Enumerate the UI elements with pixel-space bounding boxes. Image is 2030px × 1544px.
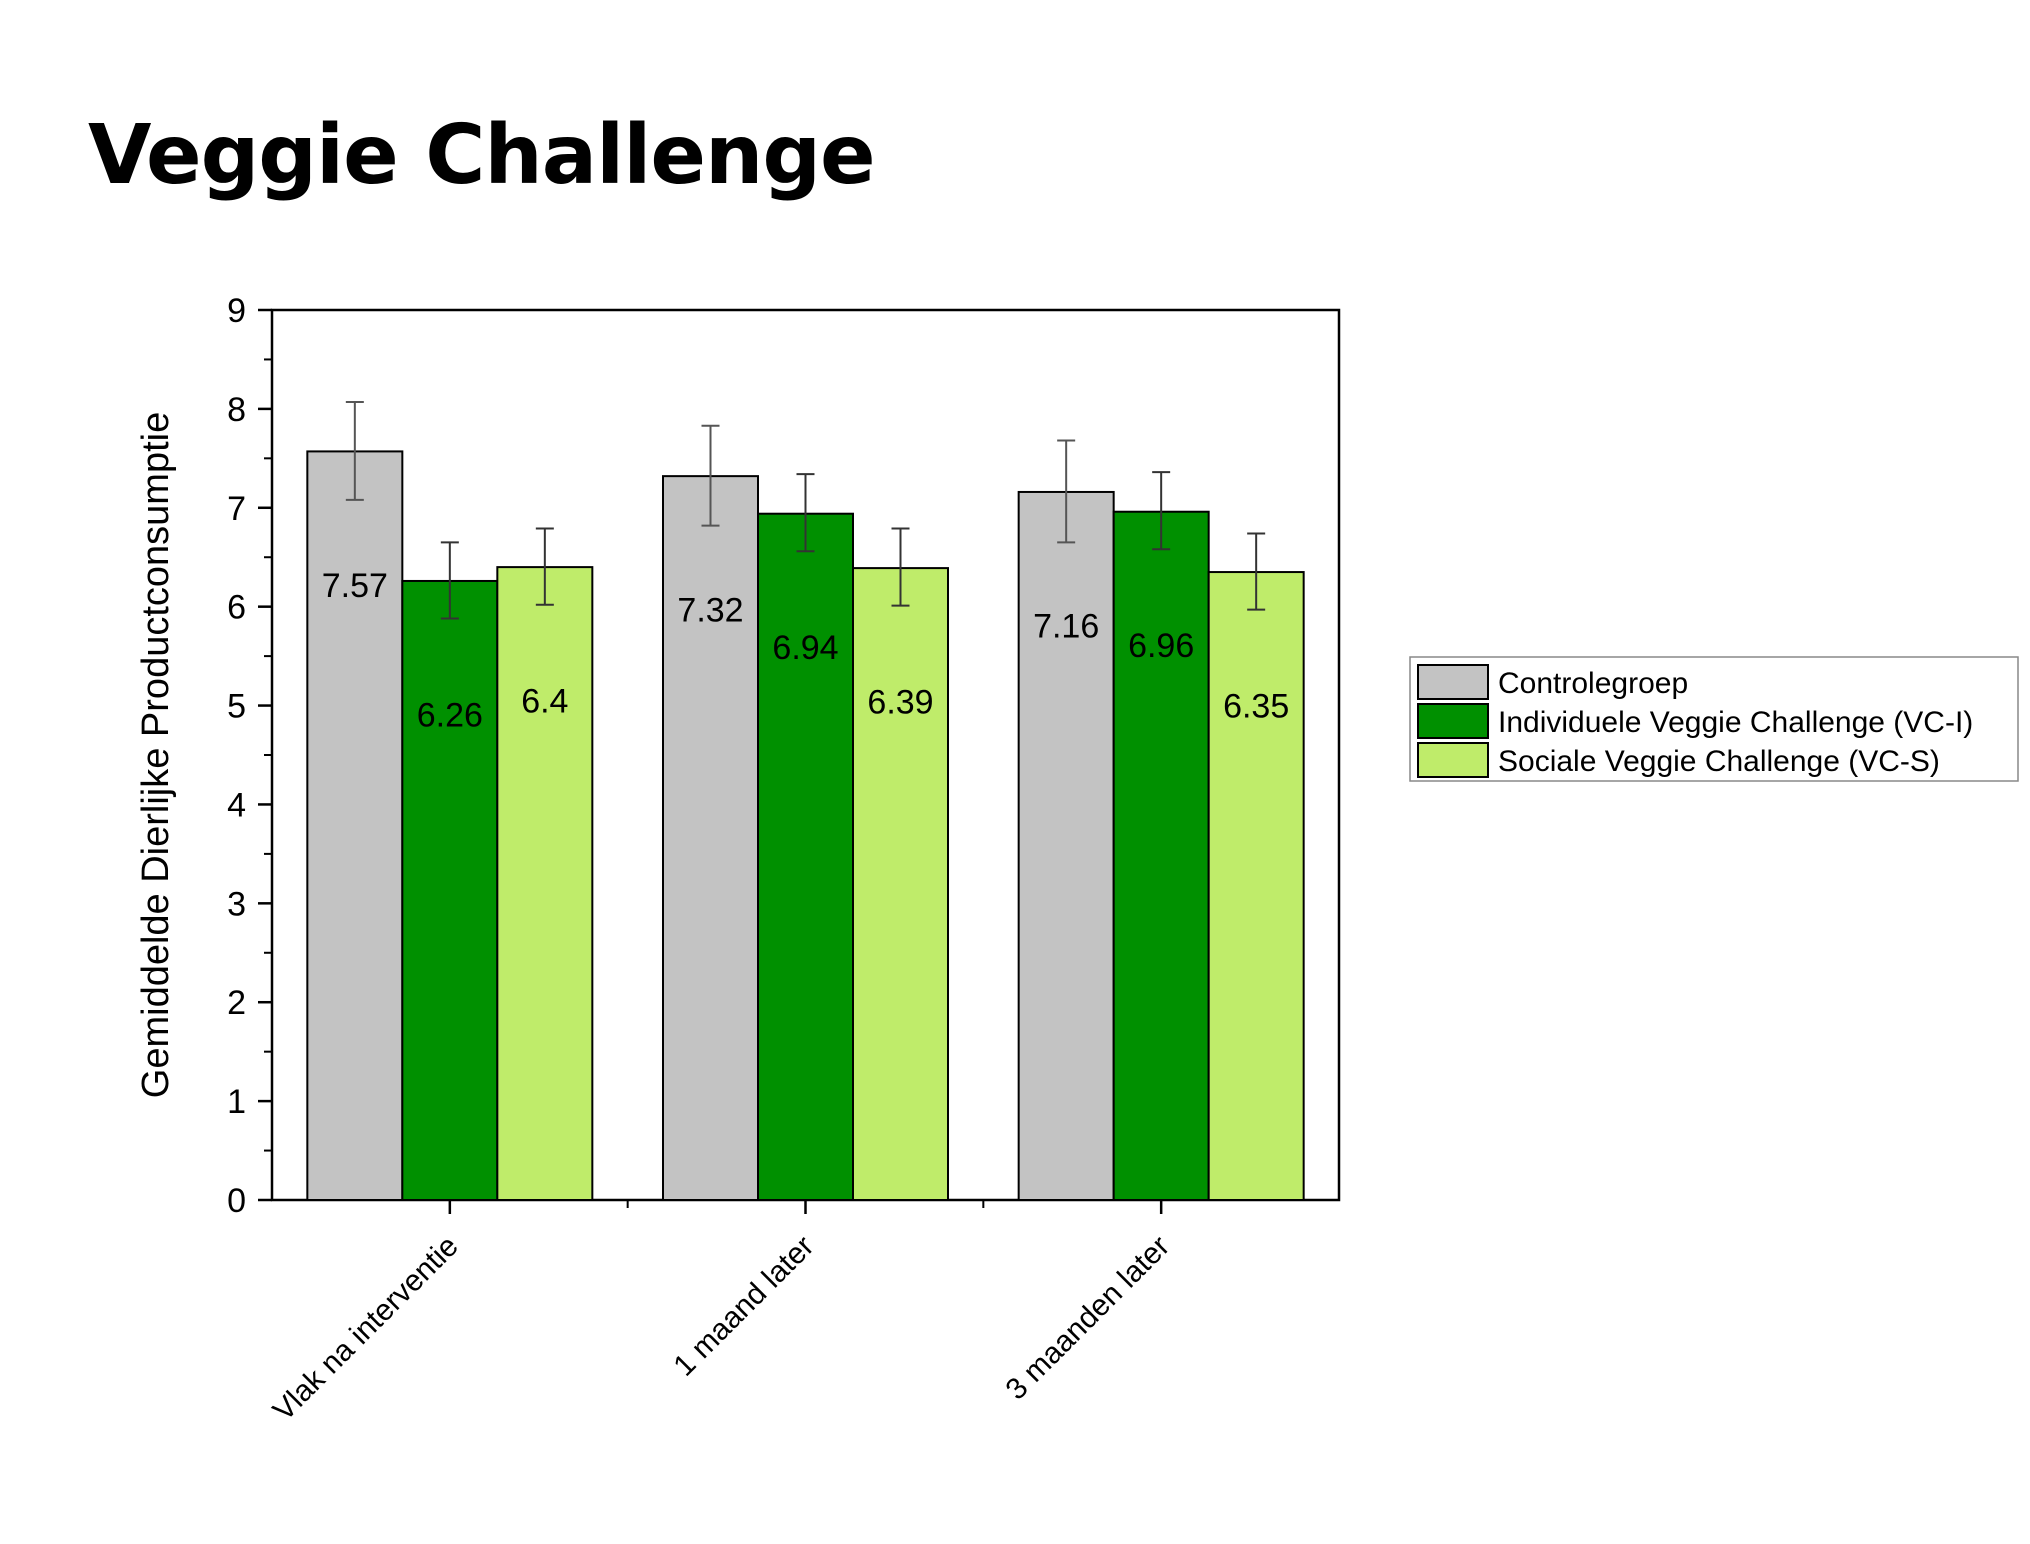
bar[interactable]: [662, 475, 759, 1201]
data-label: 6.96: [1128, 627, 1194, 665]
legend-swatch: [1417, 703, 1489, 739]
y-tick-label: 2: [227, 984, 246, 1022]
data-label: 6.26: [417, 696, 483, 734]
legend-entry: Individuele Veggie Challenge (VC-I): [1498, 706, 1973, 739]
data-label: 6.35: [1223, 688, 1289, 726]
data-label: 6.39: [867, 684, 933, 722]
page-title: Veggie Challenge: [88, 108, 876, 203]
legend: [1409, 656, 2019, 782]
legend-swatch: [1417, 664, 1489, 700]
y-tick-label: 6: [227, 589, 246, 627]
legend-entry: Controlegroep: [1498, 667, 1688, 700]
data-label: 7.57: [322, 567, 388, 605]
data-label: 7.32: [677, 592, 743, 630]
x-tick-label: Vlak na interventie: [267, 1230, 465, 1428]
data-label: 7.16: [1033, 607, 1099, 645]
data-label: 6.94: [772, 629, 838, 667]
legend-swatch: [1417, 742, 1489, 778]
data-label: 6.4: [521, 683, 568, 721]
bar[interactable]: [1112, 510, 1210, 1201]
bar[interactable]: [1017, 490, 1115, 1201]
y-tick-label: 9: [227, 292, 246, 330]
bar[interactable]: [306, 450, 404, 1201]
y-tick-label: 8: [227, 391, 246, 429]
y-axis-label: Gemiddelde Dierlijke Productconsumptie: [135, 412, 177, 1098]
y-tick-label: 5: [227, 688, 246, 726]
x-tick-label: 1 maand later: [667, 1230, 820, 1383]
bar[interactable]: [1207, 571, 1305, 1201]
y-tick-label: 4: [227, 786, 246, 824]
bar[interactable]: [496, 566, 594, 1201]
y-tick-label: 3: [227, 885, 246, 923]
y-tick-label: 7: [227, 490, 246, 528]
bar[interactable]: [401, 579, 499, 1201]
legend-entry: Sociale Veggie Challenge (VC-S): [1498, 745, 1940, 778]
bar[interactable]: [757, 512, 854, 1201]
bar[interactable]: [852, 567, 949, 1201]
x-tick-label: 3 maanden later: [999, 1230, 1176, 1407]
y-tick-label: 1: [227, 1083, 246, 1121]
y-tick-label: 0: [227, 1182, 246, 1220]
